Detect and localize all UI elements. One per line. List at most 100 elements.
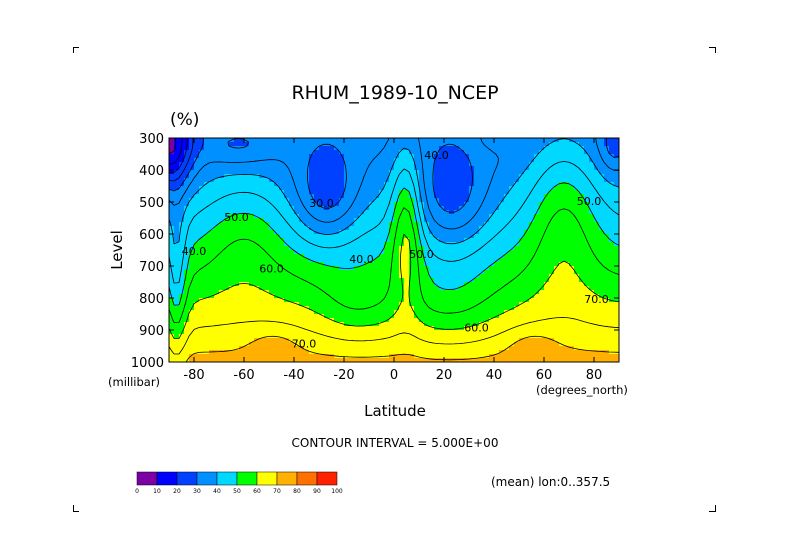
heat-cell bbox=[364, 182, 370, 187]
heat-cell bbox=[564, 222, 570, 227]
heat-cell bbox=[404, 242, 410, 247]
heat-cell bbox=[309, 354, 315, 359]
heat-cell bbox=[514, 222, 520, 227]
heat-cell bbox=[174, 154, 180, 159]
heat-cell bbox=[504, 334, 510, 339]
heat-cell bbox=[294, 338, 300, 343]
heat-cell bbox=[489, 162, 495, 167]
heat-cell bbox=[519, 146, 525, 151]
heat-cell bbox=[449, 242, 455, 247]
heat-cell bbox=[549, 354, 555, 359]
heat-cell bbox=[374, 202, 380, 207]
heat-cell bbox=[434, 202, 440, 207]
heat-cell bbox=[319, 154, 325, 159]
heat-cell bbox=[334, 302, 340, 307]
heat-cell bbox=[214, 202, 220, 207]
heat-cell bbox=[459, 150, 465, 155]
heat-cell bbox=[224, 230, 230, 235]
heat-cell bbox=[299, 178, 305, 183]
heat-cell bbox=[439, 162, 445, 167]
heat-cell bbox=[229, 298, 235, 303]
heat-cell bbox=[249, 358, 255, 362]
heat-cell bbox=[464, 270, 470, 275]
heat-cell bbox=[549, 258, 555, 263]
heat-cell bbox=[229, 354, 235, 359]
heat-cell bbox=[354, 266, 360, 271]
heat-cell bbox=[454, 234, 460, 239]
heat-cell bbox=[369, 178, 375, 183]
heat-cell bbox=[214, 306, 220, 311]
heat-cell bbox=[404, 214, 410, 219]
heat-cell bbox=[444, 350, 450, 355]
heat-cell bbox=[339, 334, 345, 339]
heat-cell bbox=[599, 210, 605, 215]
heat-cell bbox=[219, 210, 225, 215]
heat-cell bbox=[249, 294, 255, 299]
heat-cell bbox=[434, 190, 440, 195]
heat-cell bbox=[169, 274, 175, 279]
heat-cell bbox=[604, 278, 610, 283]
heat-cell bbox=[469, 202, 475, 207]
heat-cell bbox=[399, 190, 405, 195]
heat-cell bbox=[279, 262, 285, 267]
heat-cell bbox=[294, 246, 300, 251]
heat-cell bbox=[544, 154, 550, 159]
heat-cell bbox=[309, 222, 315, 227]
heat-cell bbox=[224, 138, 230, 143]
heat-cell bbox=[214, 358, 220, 362]
heat-cell bbox=[514, 158, 520, 163]
heat-cell bbox=[249, 198, 255, 203]
heat-cell bbox=[564, 286, 570, 291]
heat-cell bbox=[504, 290, 510, 295]
heat-cell bbox=[524, 254, 530, 259]
heat-cell bbox=[494, 250, 500, 255]
heat-cell bbox=[319, 142, 325, 147]
heat-cell bbox=[384, 202, 390, 207]
heat-cell bbox=[574, 298, 580, 303]
heat-cell bbox=[464, 142, 470, 147]
heat-cell bbox=[459, 142, 465, 147]
heat-cell bbox=[424, 182, 430, 187]
heat-cell bbox=[169, 302, 175, 307]
heat-cell bbox=[584, 266, 590, 271]
heat-cell bbox=[549, 282, 555, 287]
heat-cell bbox=[434, 350, 440, 355]
heat-cell bbox=[469, 162, 475, 167]
heat-cell bbox=[599, 238, 605, 243]
heat-cell bbox=[274, 198, 280, 203]
heat-cell bbox=[289, 178, 295, 183]
heat-cell bbox=[209, 282, 215, 287]
heat-cell bbox=[379, 238, 385, 243]
heat-cell bbox=[524, 270, 530, 275]
heat-cell bbox=[594, 298, 600, 303]
heat-cell bbox=[314, 274, 320, 279]
heat-cell bbox=[329, 326, 335, 331]
heat-cell bbox=[369, 322, 375, 327]
heat-cell bbox=[224, 274, 230, 279]
heat-cell bbox=[484, 270, 490, 275]
heat-cell bbox=[439, 210, 445, 215]
heat-cell bbox=[229, 170, 235, 175]
heat-cell bbox=[464, 234, 470, 239]
heat-cell bbox=[249, 274, 255, 279]
heat-cell bbox=[214, 354, 220, 359]
heat-cell bbox=[614, 326, 619, 331]
heat-cell bbox=[589, 330, 595, 335]
heat-cell bbox=[209, 342, 215, 347]
heat-cell bbox=[299, 358, 305, 362]
heat-cell bbox=[264, 318, 270, 323]
heat-cell bbox=[439, 342, 445, 347]
heat-cell bbox=[609, 330, 615, 335]
heat-cell bbox=[229, 142, 235, 147]
heat-cell bbox=[379, 242, 385, 247]
heat-cell bbox=[609, 234, 615, 239]
heat-cell bbox=[574, 214, 580, 219]
heat-cell bbox=[529, 290, 535, 295]
heat-cell bbox=[279, 358, 285, 362]
heat-cell bbox=[224, 354, 230, 359]
heat-cell bbox=[324, 166, 330, 171]
heat-cell bbox=[564, 158, 570, 163]
heat-cell bbox=[594, 318, 600, 323]
heat-cell bbox=[384, 190, 390, 195]
heat-cell bbox=[449, 194, 455, 199]
